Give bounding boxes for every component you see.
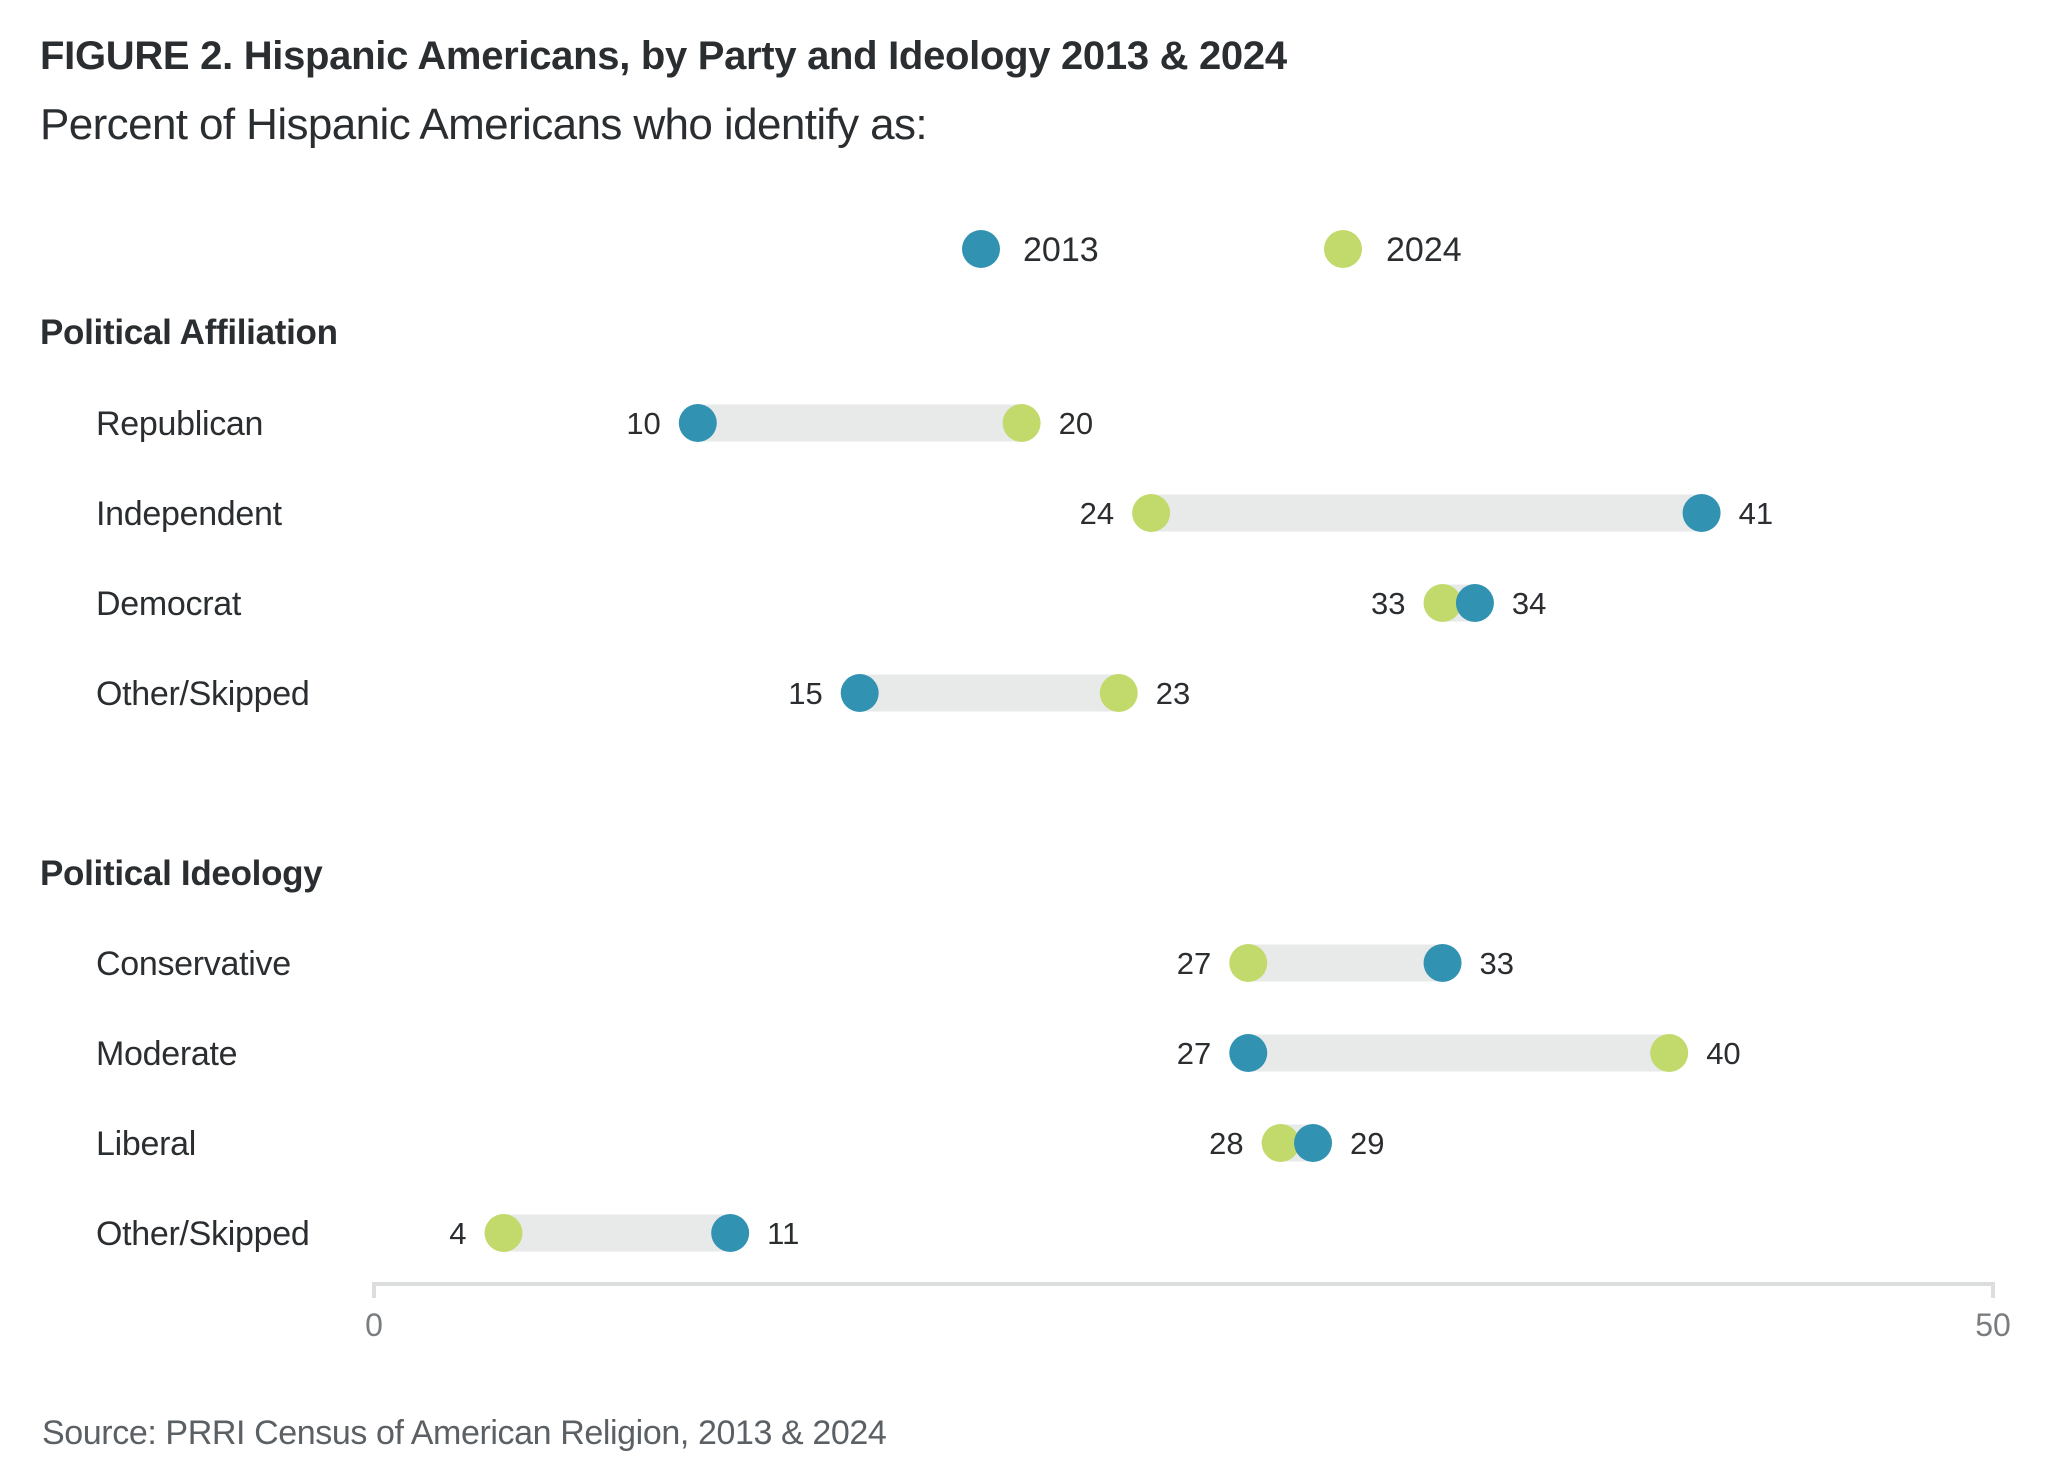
dot-2013 (1682, 494, 1721, 532)
row-label-other-skipped-affiliation: Other/Skipped (96, 675, 310, 713)
value-label-2013: 15 (788, 676, 822, 711)
row-political-ideology-other-skipped: 4 11 (449, 1214, 799, 1252)
connector-bar (503, 1214, 731, 1252)
row-label-conservative: Conservative (96, 945, 291, 983)
value-label-2013: 29 (1350, 1126, 1384, 1161)
row-label-independent: Independent (96, 495, 282, 533)
value-label-2013: 41 (1739, 496, 1773, 531)
dot-2024 (1099, 674, 1138, 712)
x-tick-label: 0 (365, 1307, 383, 1343)
legend-marker-2024 (1324, 230, 1362, 268)
row-label-democrat: Democrat (96, 585, 241, 623)
value-label-2024: 40 (1706, 1036, 1740, 1071)
row-label-moderate: Moderate (96, 1035, 238, 1073)
dot-2024 (1229, 944, 1268, 982)
source-note: Source: PRRI Census of American Religion… (42, 1414, 887, 1452)
connector-bar (1248, 1034, 1670, 1072)
value-label-2024: 28 (1209, 1126, 1243, 1161)
value-label-2024: 27 (1177, 946, 1211, 981)
dot-2013 (840, 674, 879, 712)
row-label-republican: Republican (96, 405, 264, 443)
chart-subtitle: Percent of Hispanic Americans who identi… (40, 100, 928, 149)
value-label-2024: 24 (1080, 496, 1114, 531)
dot-2013 (1229, 1034, 1268, 1072)
row-label-liberal: Liberal (96, 1125, 196, 1163)
section-heading-political-affiliation: Political Affiliation (40, 313, 338, 352)
dot-2024 (484, 1214, 523, 1252)
section-heading-political-ideology: Political Ideology (40, 854, 323, 893)
row-political-ideology-conservative: 27 33 (1177, 944, 1514, 982)
connector-bar (1151, 494, 1702, 532)
value-label-2024: 23 (1156, 676, 1190, 711)
row-political-ideology-liberal: 28 29 (1209, 1124, 1385, 1162)
legend: 2013 2024 (962, 230, 1462, 270)
row-label-other-skipped-ideology: Other/Skipped (96, 1215, 310, 1253)
row-political-ideology-moderate: 40 27 (1177, 1034, 1741, 1072)
dot-2024 (1650, 1034, 1689, 1072)
value-label-2024: 4 (449, 1216, 466, 1251)
row-political-affiliation-other-skipped: 23 15 (788, 674, 1190, 712)
chart-title: FIGURE 2. Hispanic Americans, by Party a… (40, 34, 1287, 78)
x-axis: 0 50 (365, 1282, 2011, 1343)
connector-bar (697, 404, 1022, 442)
dot-2024 (1132, 494, 1171, 532)
value-label-2013: 33 (1480, 946, 1514, 981)
value-label-2024: 20 (1059, 406, 1093, 441)
value-label-2013: 11 (767, 1216, 799, 1251)
x-tick-label: 50 (1975, 1307, 2011, 1343)
row-political-affiliation-independent: 24 41 (1080, 494, 1773, 532)
value-label-2013: 34 (1512, 586, 1546, 621)
dot-2013 (711, 1214, 750, 1252)
dot-2024 (1261, 1124, 1300, 1162)
row-political-affiliation-democrat: 33 34 (1371, 584, 1546, 622)
dot-2013 (1423, 944, 1462, 982)
dot-2024 (1423, 584, 1462, 622)
connector-bar (859, 674, 1119, 712)
connector-bar (1248, 944, 1443, 982)
dot-2013 (1455, 584, 1494, 622)
value-label-2013: 10 (626, 406, 660, 441)
legend-label-2024: 2024 (1386, 231, 1462, 269)
legend-marker-2013 (962, 230, 1000, 268)
legend-label-2013: 2013 (1023, 231, 1099, 269)
value-label-2024: 33 (1371, 586, 1405, 621)
dot-2013 (1294, 1124, 1333, 1162)
dot-2024 (1002, 404, 1041, 442)
value-label-2013: 27 (1177, 1036, 1211, 1071)
dot-2013 (678, 404, 717, 442)
